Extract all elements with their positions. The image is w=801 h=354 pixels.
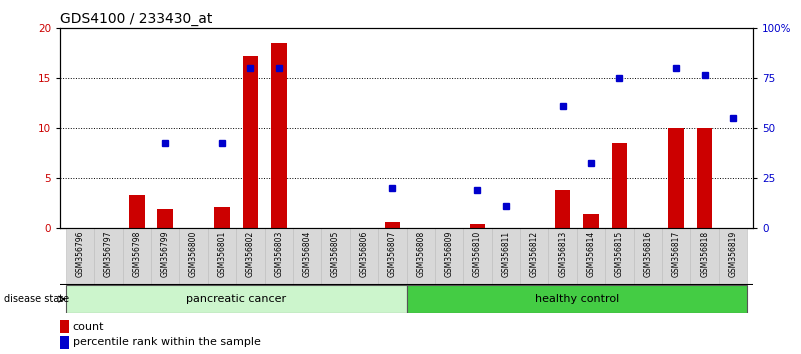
Bar (271, 43, 287, 228)
Text: GSM356810: GSM356810 (473, 230, 482, 277)
Text: GSM356801: GSM356801 (217, 230, 227, 277)
Bar (690, 228, 718, 285)
Text: GSM356807: GSM356807 (388, 230, 396, 277)
Bar (669, 129, 684, 228)
Bar (66, 228, 95, 285)
Bar (718, 228, 747, 285)
Text: GSM356809: GSM356809 (445, 230, 453, 277)
Bar (214, 207, 230, 228)
Bar (66, 285, 406, 313)
Bar (463, 228, 492, 285)
Bar (123, 228, 151, 285)
Bar (406, 228, 435, 285)
Text: percentile rank within the sample: percentile rank within the sample (73, 337, 260, 348)
Text: GSM356799: GSM356799 (161, 230, 170, 277)
Bar (662, 228, 690, 285)
Bar (207, 228, 236, 285)
Text: GSM356815: GSM356815 (615, 230, 624, 277)
Bar (435, 228, 463, 285)
Bar (606, 228, 634, 285)
Text: GSM356803: GSM356803 (274, 230, 284, 277)
Bar (157, 209, 173, 228)
Text: GSM356806: GSM356806 (360, 230, 368, 277)
Text: GSM356800: GSM356800 (189, 230, 198, 277)
Text: GSM356811: GSM356811 (501, 230, 510, 277)
Bar (151, 228, 179, 285)
Bar (697, 129, 712, 228)
Text: GSM356819: GSM356819 (729, 230, 738, 277)
Bar (577, 228, 606, 285)
Text: GSM356818: GSM356818 (700, 230, 709, 277)
Bar (469, 224, 485, 228)
Bar (612, 143, 627, 228)
Bar (60, 320, 69, 333)
Text: GSM356816: GSM356816 (643, 230, 652, 277)
Bar (293, 228, 321, 285)
Text: count: count (73, 321, 104, 332)
Text: GSM356817: GSM356817 (672, 230, 681, 277)
Text: GSM356797: GSM356797 (104, 230, 113, 277)
Text: GDS4100 / 233430_at: GDS4100 / 233430_at (60, 12, 212, 26)
Bar (243, 56, 258, 228)
Text: GSM356812: GSM356812 (529, 230, 539, 277)
Bar (60, 336, 69, 349)
Bar (129, 195, 144, 228)
Bar (95, 228, 123, 285)
Bar (350, 228, 378, 285)
Text: GSM356813: GSM356813 (558, 230, 567, 277)
Text: GSM356805: GSM356805 (331, 230, 340, 277)
Text: GSM356798: GSM356798 (132, 230, 141, 277)
Text: pancreatic cancer: pancreatic cancer (186, 294, 286, 304)
Bar (384, 222, 400, 228)
Bar (555, 190, 570, 228)
Text: GSM356808: GSM356808 (417, 230, 425, 277)
Bar (634, 228, 662, 285)
Bar (321, 228, 350, 285)
Bar (406, 285, 747, 313)
Text: GSM356814: GSM356814 (586, 230, 596, 277)
Bar (549, 228, 577, 285)
Bar (492, 228, 520, 285)
Text: GSM356802: GSM356802 (246, 230, 255, 277)
Bar (264, 228, 293, 285)
Text: healthy control: healthy control (535, 294, 619, 304)
Bar (236, 228, 264, 285)
Bar (583, 214, 599, 228)
Bar (179, 228, 207, 285)
Text: GSM356804: GSM356804 (303, 230, 312, 277)
Text: disease state: disease state (4, 294, 69, 304)
Text: GSM356796: GSM356796 (75, 230, 84, 277)
Bar (378, 228, 406, 285)
Bar (520, 228, 549, 285)
